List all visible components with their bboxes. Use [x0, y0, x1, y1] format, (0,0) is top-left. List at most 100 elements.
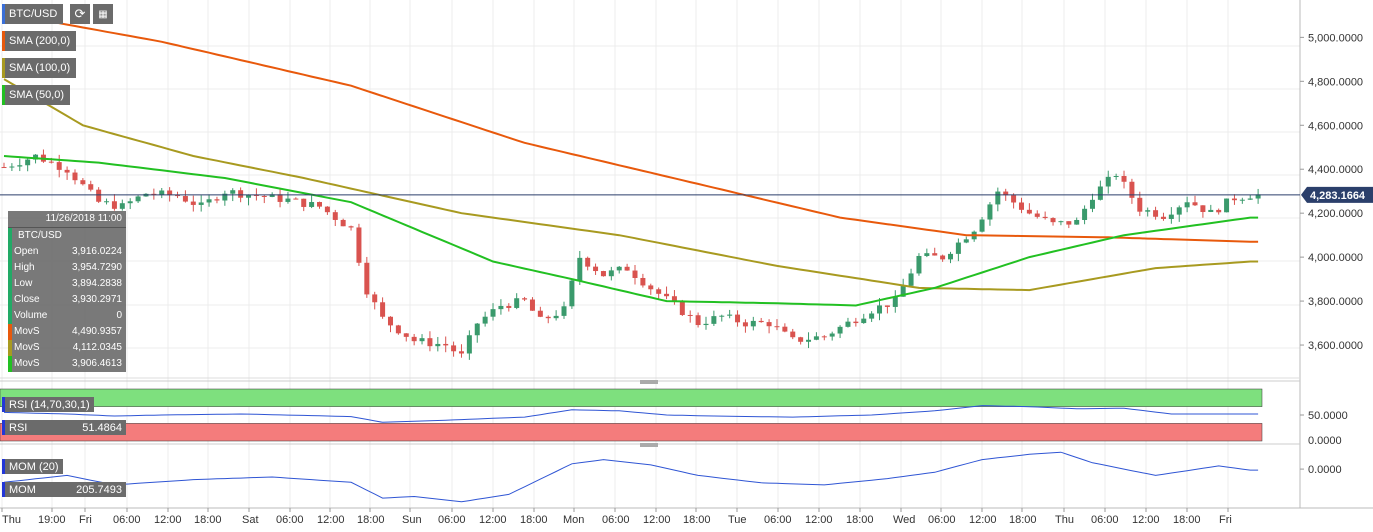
- sma50-line: [3, 155, 1259, 307]
- candle-body: [17, 165, 23, 167]
- info-row-key: MovS: [14, 358, 40, 369]
- candle-body: [88, 184, 94, 190]
- candle-body: [1184, 202, 1190, 208]
- time-tick-label: Thu: [1055, 514, 1074, 526]
- candle-body: [427, 338, 433, 347]
- info-row: Low 3,894.2838: [8, 276, 126, 292]
- candle-body: [80, 180, 86, 185]
- candle-body: [727, 314, 733, 316]
- candle-body: [159, 190, 165, 195]
- mom-value-color-bar: [2, 482, 5, 497]
- sma200-color-bar: [2, 31, 5, 51]
- time-tick-label: 12:00: [479, 514, 507, 526]
- candle-body: [96, 189, 102, 202]
- sma50-tag[interactable]: SMA (50,0): [2, 85, 71, 105]
- candle-body: [1224, 198, 1230, 213]
- candle-body: [482, 316, 488, 324]
- sma100-line: [3, 78, 1259, 292]
- symbol-tag[interactable]: BTC/USD: [2, 4, 64, 24]
- candle-body: [585, 257, 591, 267]
- candle-body: [167, 190, 173, 196]
- calendar-icon[interactable]: ▦: [93, 4, 113, 24]
- candle-body: [1066, 221, 1072, 225]
- candle-body: [364, 262, 370, 295]
- info-symbol: BTC/USD: [8, 228, 126, 244]
- info-row-key: Volume: [14, 310, 48, 321]
- rsi-tick-label: 0.0000: [1308, 435, 1342, 447]
- candle-body: [806, 339, 812, 342]
- candle-body: [1026, 209, 1032, 214]
- time-tick-label: 06:00: [438, 514, 466, 526]
- info-row-value: 3,894.2838: [71, 278, 122, 289]
- candle-body: [664, 293, 670, 297]
- candle-body: [948, 253, 953, 260]
- sma200-label: SMA (200,0): [9, 35, 71, 47]
- candle-body: [119, 203, 125, 209]
- candle-body: [474, 323, 480, 336]
- info-row-key: High: [14, 262, 35, 273]
- time-tick-label: Mon: [563, 514, 584, 526]
- rsi-tag[interactable]: RSI (14,70,30,1): [2, 397, 94, 412]
- candle-body: [356, 227, 362, 263]
- rsi-label: RSI (14,70,30,1): [9, 398, 90, 411]
- candle-body: [774, 326, 780, 328]
- candle-body: [269, 194, 275, 197]
- candle-body: [1231, 198, 1237, 201]
- time-tick-label: 18:00: [357, 514, 385, 526]
- candle-body: [1247, 198, 1253, 200]
- candle-body: [1003, 191, 1009, 196]
- candle-body: [277, 194, 283, 202]
- time-tick-label: 12:00: [805, 514, 833, 526]
- candle-body: [624, 266, 630, 271]
- candle-body: [916, 255, 922, 274]
- candle-body: [545, 316, 551, 319]
- symbol-color-bar: [2, 4, 5, 24]
- sma200-tag[interactable]: SMA (200,0): [2, 31, 77, 51]
- price-tick-label: 4,600.0000: [1308, 120, 1363, 132]
- candle-body: [640, 277, 646, 286]
- time-tick-label: 12:00: [969, 514, 997, 526]
- candle-body: [443, 343, 449, 346]
- candle-body: [1153, 210, 1159, 217]
- time-tick-label: 18:00: [1009, 514, 1037, 526]
- candle-body: [151, 193, 157, 195]
- candle-body: [1176, 207, 1182, 215]
- time-tick-label: 18:00: [683, 514, 711, 526]
- info-row: MovS 4,490.9357: [8, 324, 126, 340]
- candle-body: [600, 271, 606, 277]
- candle-body: [111, 201, 117, 209]
- info-row-value: 4,112.0345: [72, 342, 122, 353]
- time-tick-label: 06:00: [928, 514, 956, 526]
- info-row-key: MovS: [14, 326, 40, 337]
- mom-value-tag: MOM 205.7493: [2, 482, 126, 497]
- candle-body: [648, 285, 654, 290]
- candle-body: [750, 320, 756, 327]
- rsi-value-color-bar: [2, 420, 5, 435]
- candle-body: [1, 167, 7, 169]
- rsi-overbought-zone: [0, 388, 1263, 407]
- candle-body: [884, 305, 890, 307]
- mom-value-label: MOM: [9, 483, 36, 496]
- candle-body: [1192, 202, 1198, 206]
- candle-body: [892, 296, 898, 307]
- candle-body: [380, 302, 386, 317]
- candle-body: [932, 253, 938, 256]
- mom-tag[interactable]: MOM (20): [2, 459, 63, 474]
- candle-body: [72, 172, 78, 181]
- time-tick-label: 19:00: [38, 514, 66, 526]
- candle-body: [1018, 202, 1024, 210]
- refresh-icon[interactable]: ⟳: [70, 4, 90, 24]
- rsi-value-tag: RSI 51.4864: [2, 420, 126, 435]
- candle-body: [719, 315, 725, 317]
- info-row: MovS 3,906.4613: [8, 356, 126, 372]
- candle-body: [995, 191, 1001, 205]
- candle-body: [506, 305, 512, 308]
- price-tick-label: 4,200.0000: [1308, 208, 1363, 220]
- time-tick-label: 12:00: [1132, 514, 1160, 526]
- sma100-tag[interactable]: SMA (100,0): [2, 58, 77, 78]
- info-row-value: 0: [116, 310, 122, 321]
- ohlc-info-panel: 11/26/2018 11:00 BTC/USD Open 3,916.0224 H…: [8, 211, 126, 372]
- time-tick-label: Sun: [402, 514, 422, 526]
- candle-body: [837, 326, 843, 334]
